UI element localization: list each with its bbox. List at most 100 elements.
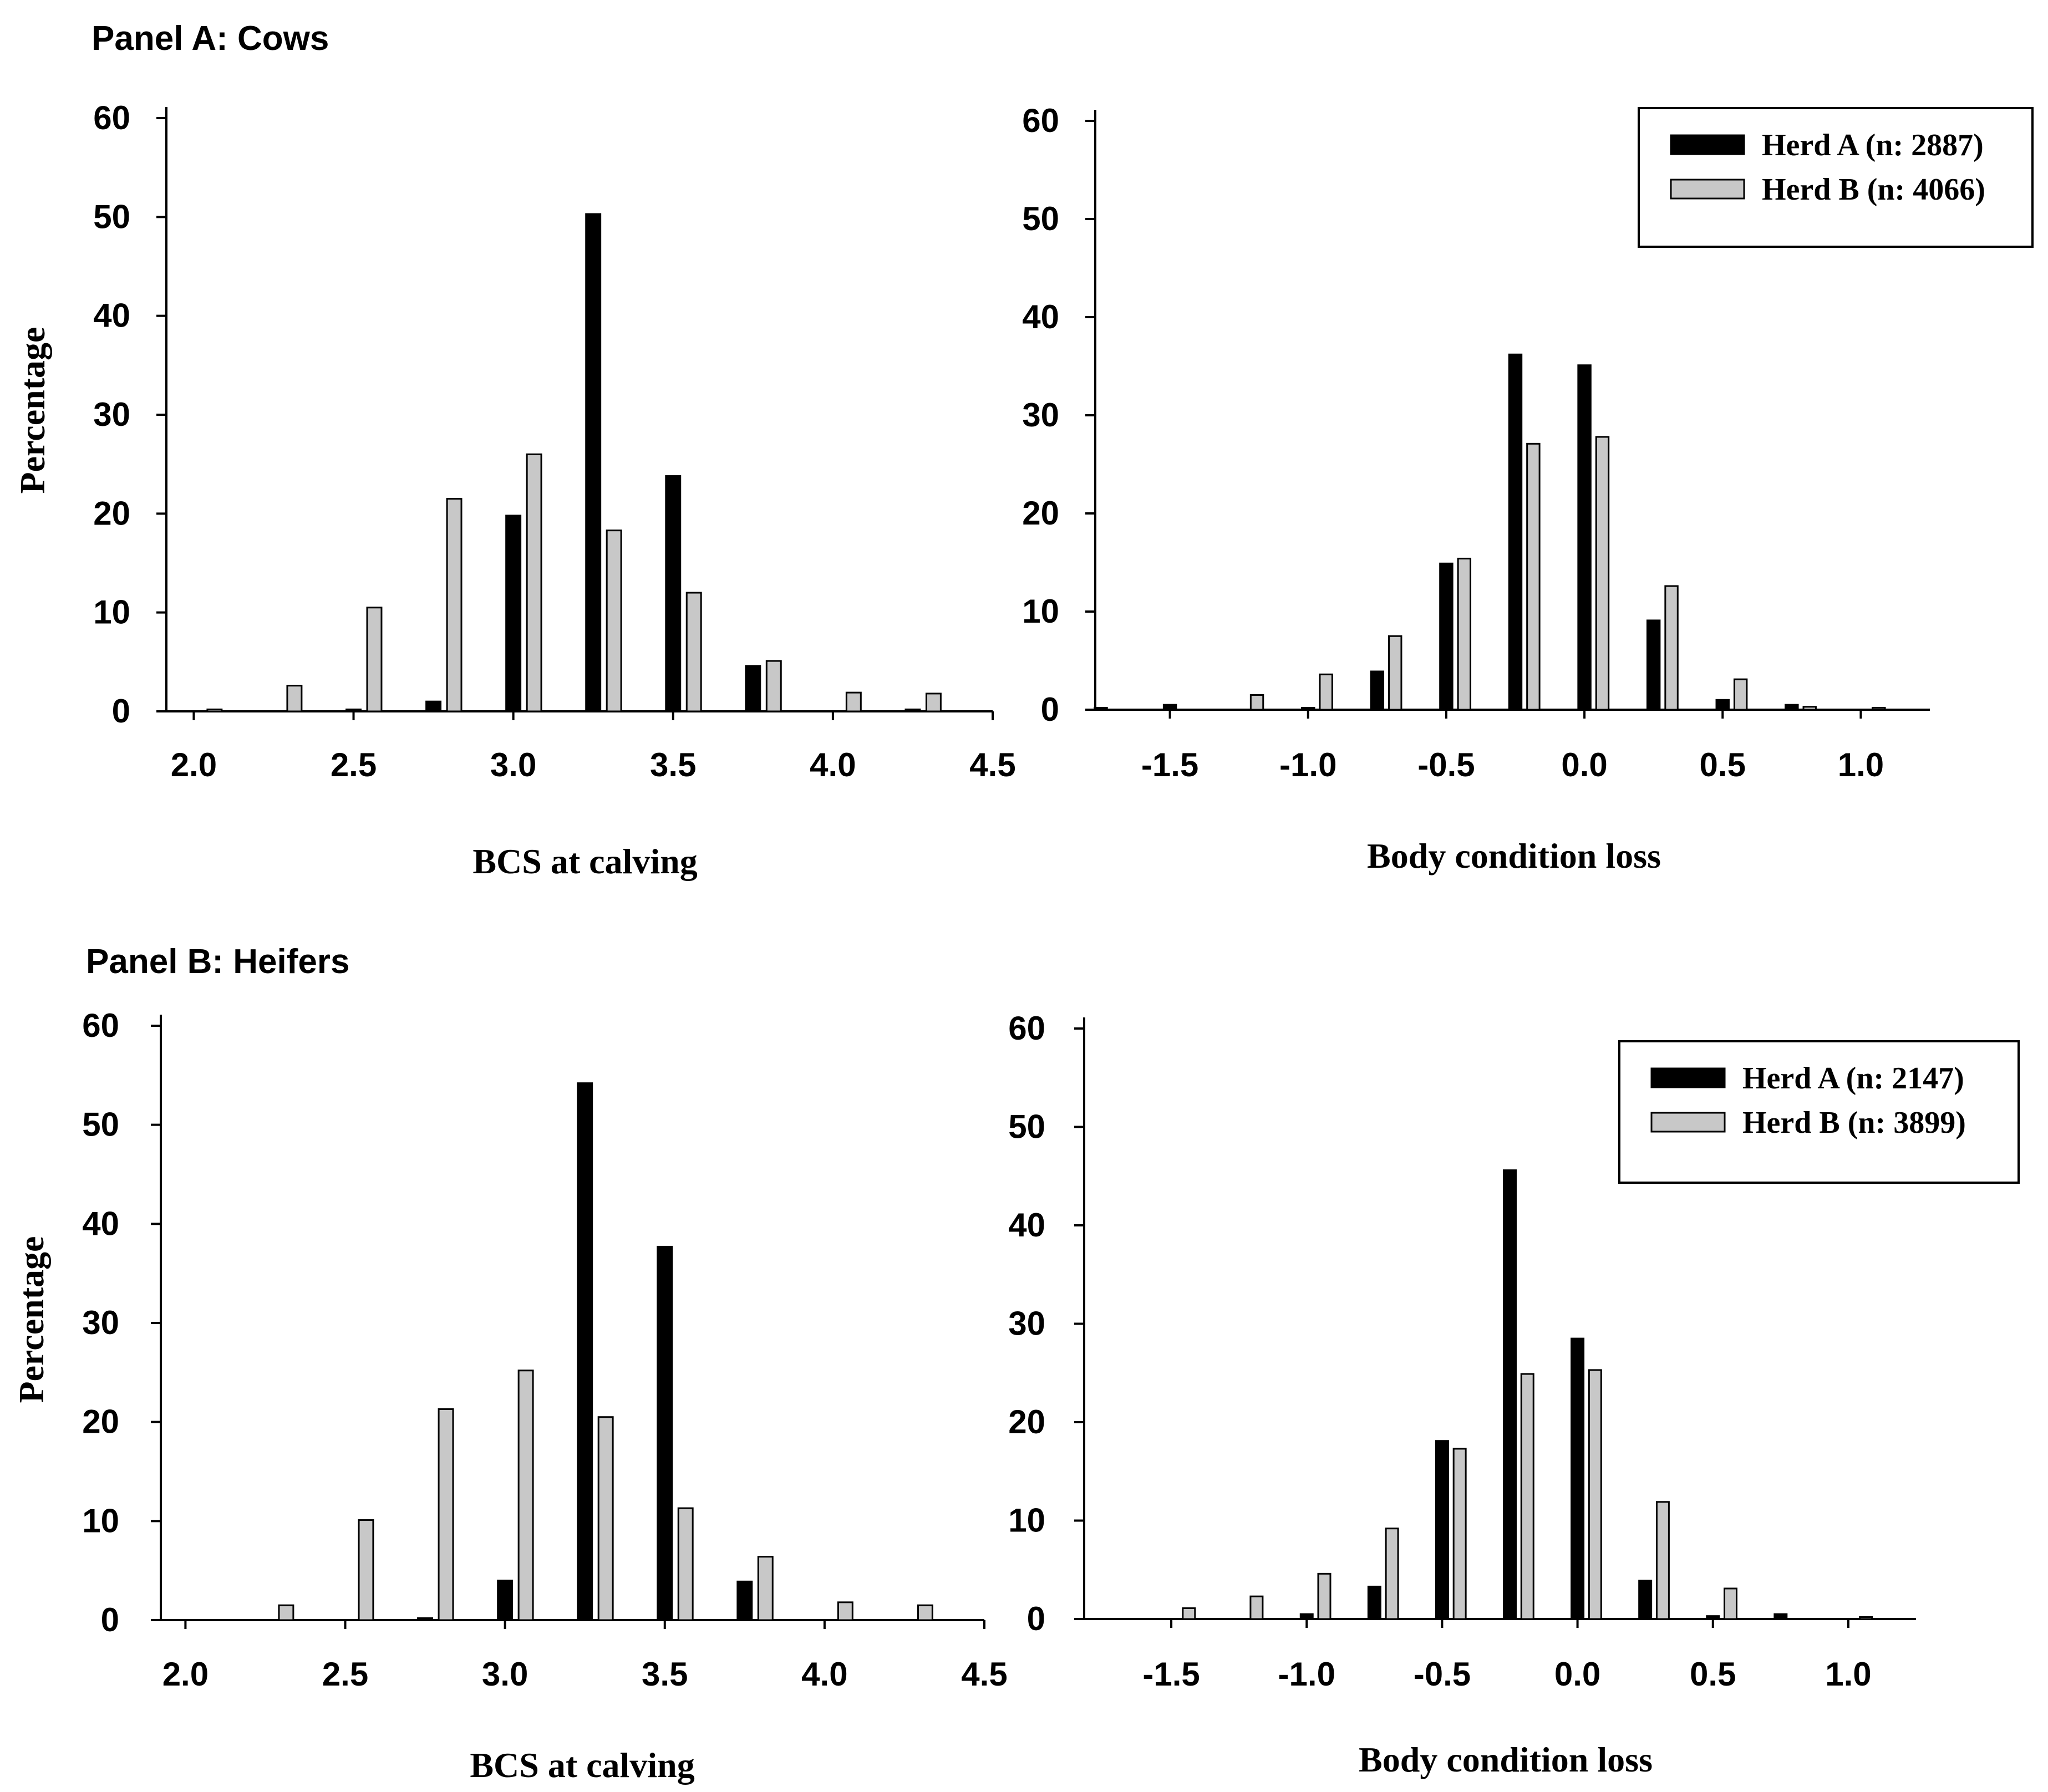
bar-herd-b bbox=[677, 1507, 694, 1621]
legend-swatch-herd-b bbox=[1670, 179, 1745, 200]
x-tick-label: 3.0 bbox=[490, 746, 536, 783]
x-tick-label: 2.5 bbox=[331, 746, 377, 783]
x-tick-label: 4.0 bbox=[810, 746, 856, 783]
bar-herd-a bbox=[1435, 1440, 1449, 1620]
chart-4: 0 10 20 30 40 50 60 -1.5 -1.0 -0.5 0.0 0.5 1.0 Body c… bbox=[1008, 1010, 2020, 1779]
y-tick-label: 20 bbox=[1022, 495, 1059, 532]
chart-1: 0 10 20 30 40 50 60 2.0 2.5 3.0 3.5 4.0 4.5 BCS at ca… bbox=[13, 99, 1016, 881]
bar-herd-b bbox=[438, 1408, 454, 1621]
bar-herd-a bbox=[745, 665, 761, 712]
bar-herd-b bbox=[446, 498, 463, 712]
x-tick-label: 2.0 bbox=[171, 746, 217, 783]
legend-swatch-herd-b bbox=[1650, 1112, 1726, 1133]
bar-herd-b bbox=[1182, 1607, 1196, 1620]
panel-b-title: Panel B: Heifers bbox=[86, 943, 350, 981]
x-tick-label: -1.5 bbox=[1142, 1656, 1200, 1693]
y-tick-label: 10 bbox=[1022, 593, 1059, 630]
legend-label-herd-b: Herd B (n: 3899) bbox=[1742, 1106, 1966, 1140]
x-tick-label: 4.0 bbox=[801, 1656, 847, 1693]
chart-2: 0 10 20 30 40 50 60 -1.5 -1.0 -0.5 0.0 0.5 1.0 Body c… bbox=[1022, 102, 2034, 875]
x-tick-label: 0.0 bbox=[1561, 746, 1607, 783]
bar-herd-b bbox=[1802, 706, 1817, 711]
bar-herd-a bbox=[1706, 1615, 1720, 1620]
bar-herd-b bbox=[278, 1604, 294, 1621]
x-tick-label: 2.5 bbox=[322, 1656, 368, 1693]
y-tick-label: 50 bbox=[82, 1106, 119, 1143]
bar-herd-b bbox=[1859, 1616, 1873, 1620]
x-tick-label: 3.0 bbox=[482, 1656, 528, 1693]
bar-herd-a bbox=[1439, 562, 1454, 711]
bar-herd-a bbox=[1367, 1585, 1381, 1620]
bar-herd-b bbox=[917, 1604, 933, 1621]
bar-herd-b bbox=[1595, 436, 1610, 711]
y-tick-label: 20 bbox=[82, 1403, 119, 1440]
x-tick-label: -0.5 bbox=[1417, 746, 1475, 783]
x-tick-label: 0.5 bbox=[1700, 746, 1746, 783]
y-tick-label: 20 bbox=[93, 495, 130, 532]
bar-herd-a bbox=[497, 1580, 514, 1621]
y-tick-label: 10 bbox=[1008, 1502, 1045, 1539]
legend-label-herd-b: Herd B (n: 4066) bbox=[1762, 172, 1985, 207]
x-tick-label: 2.0 bbox=[162, 1656, 209, 1693]
x-tick-label: 1.0 bbox=[1825, 1656, 1871, 1693]
y-tick-label: 30 bbox=[82, 1304, 119, 1341]
bar-herd-b bbox=[1385, 1528, 1399, 1620]
bar-herd-b bbox=[765, 660, 782, 712]
bar-herd-b bbox=[1452, 1448, 1467, 1620]
legend-label-herd-a: Herd A (n: 2147) bbox=[1742, 1061, 1964, 1096]
y-tick-label: 20 bbox=[1008, 1403, 1045, 1440]
bar-herd-b bbox=[1520, 1373, 1534, 1620]
bar-herd-b bbox=[1733, 678, 1748, 711]
y-tick-label: 60 bbox=[1008, 1010, 1045, 1047]
y-axis-label: Percentage bbox=[12, 1236, 51, 1403]
legend: Herd A (n: 2887) Herd B (n: 4066) bbox=[1638, 107, 2034, 248]
bar-herd-b bbox=[1724, 1587, 1737, 1620]
bar-herd-b bbox=[286, 685, 303, 712]
bar-herd-b bbox=[1588, 1369, 1602, 1620]
bar-herd-b bbox=[1249, 1595, 1264, 1620]
y-tick-label: 30 bbox=[93, 396, 130, 433]
bar-herd-a bbox=[1162, 704, 1177, 711]
y-tick-label: 40 bbox=[93, 297, 130, 334]
y-tick-label: 0 bbox=[1027, 1600, 1045, 1637]
y-tick-label: 60 bbox=[1022, 102, 1059, 139]
legend-swatch-herd-a bbox=[1650, 1067, 1726, 1088]
y-tick-label: 10 bbox=[82, 1502, 119, 1539]
y-tick-label: 10 bbox=[93, 594, 130, 631]
bar-herd-b bbox=[358, 1519, 374, 1621]
bar-herd-a bbox=[1299, 1613, 1314, 1620]
x-axis-label: Body condition loss bbox=[1359, 1740, 1653, 1779]
bar-herd-b bbox=[925, 693, 942, 712]
bar-herd-a bbox=[1301, 706, 1315, 711]
bar-herd-b bbox=[1655, 1501, 1670, 1620]
bar-herd-b bbox=[606, 530, 622, 712]
x-tick-label: -1.5 bbox=[1141, 746, 1198, 783]
bar-herd-b bbox=[685, 592, 702, 712]
y-tick-label: 0 bbox=[112, 693, 130, 730]
y-tick-label: 50 bbox=[1008, 1108, 1045, 1146]
y-tick-label: 40 bbox=[1008, 1206, 1045, 1244]
bar-herd-b bbox=[366, 607, 383, 712]
y-tick-label: 50 bbox=[93, 198, 130, 235]
bar-herd-b bbox=[837, 1601, 853, 1621]
bar-herd-b bbox=[1388, 635, 1402, 711]
bar-herd-b bbox=[1319, 673, 1333, 711]
x-tick-label: -1.0 bbox=[1278, 1656, 1335, 1693]
x-axis-label: Body condition loss bbox=[1367, 836, 1661, 875]
bar-herd-a bbox=[1094, 706, 1108, 711]
bar-herd-b bbox=[845, 691, 862, 712]
bar-herd-a bbox=[1571, 1337, 1585, 1620]
bar-herd-b bbox=[1526, 442, 1541, 711]
bar-herd-a bbox=[904, 708, 921, 712]
bar-herd-a bbox=[585, 213, 602, 712]
y-tick-label: 0 bbox=[101, 1601, 119, 1638]
bar-herd-a bbox=[1773, 1613, 1788, 1620]
bar-herd-a bbox=[736, 1580, 753, 1621]
bar-herd-a bbox=[1785, 704, 1799, 711]
chart-3: 0 10 20 30 40 50 60 2.0 2.5 3.0 3.5 4.0 4.5 BCS at ca… bbox=[12, 1007, 1008, 1785]
bar-herd-b bbox=[206, 708, 223, 712]
legend-swatch-herd-a bbox=[1670, 134, 1745, 155]
x-tick-label: 0.5 bbox=[1690, 1656, 1736, 1693]
bar-herd-a bbox=[505, 515, 522, 712]
